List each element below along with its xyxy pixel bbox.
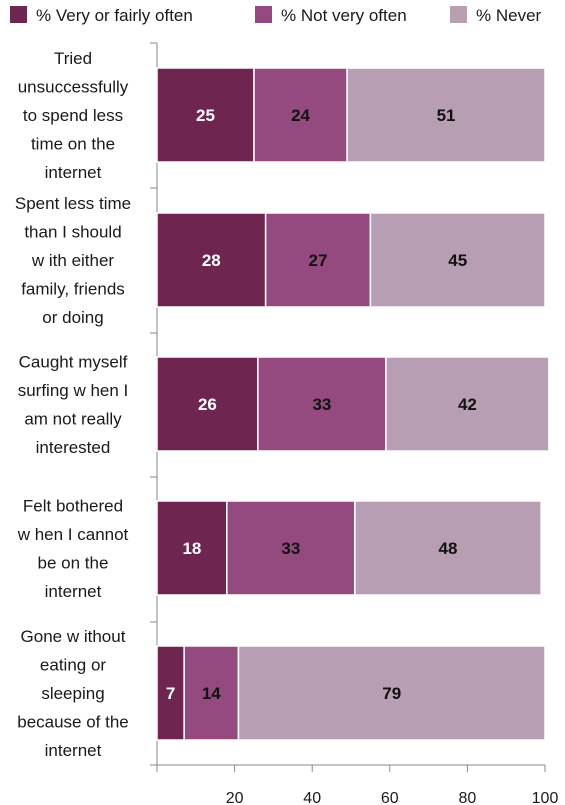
category-label-line: Gone w ithout (21, 627, 126, 646)
category-label: Gone w ithout eating or sleeping because of… (17, 627, 129, 760)
category-label-line: or doing (42, 308, 103, 327)
data-label: 45 (448, 251, 467, 270)
x-tick-label: 20 (226, 790, 244, 805)
legend-label: % Never (476, 6, 542, 25)
category-label-line: to spend less (23, 106, 123, 125)
legend: % Very or fairly often % Not very often % … (10, 6, 542, 25)
category-label: Spent less time than I should w ith either… (15, 194, 131, 327)
bar-segment (253, 67, 348, 163)
data-label: 27 (309, 251, 328, 270)
category-label-line: interested (36, 438, 111, 457)
category-labels: Tried unsuccessfully to spend less time on … (15, 49, 131, 760)
data-label: 79 (382, 684, 401, 703)
data-label: 18 (182, 539, 201, 558)
bar-segment (183, 645, 240, 741)
data-label: 24 (291, 106, 310, 125)
data-label: 26 (198, 395, 217, 414)
category-label-line: w hen I cannot (17, 525, 129, 544)
category-label-line: be on the (38, 553, 109, 572)
data-label: 33 (281, 539, 300, 558)
category-label: Tried unsuccessfully to spend less time on … (18, 49, 129, 182)
x-tick-label: 80 (459, 790, 477, 805)
bars: 25 24 51 28 27 45 26 33 42 18 33 48 7 14 79 (156, 67, 550, 741)
bar-segment (354, 500, 542, 596)
category-label: Felt bothered w hen I cannot be on the inte… (17, 496, 129, 601)
category-label-line: internet (45, 741, 102, 760)
legend-swatch (255, 6, 272, 23)
data-label: 51 (437, 106, 456, 125)
bar-segment (237, 645, 546, 741)
data-label: 25 (196, 106, 215, 125)
bar-segment (156, 356, 259, 452)
x-tick-label: 40 (303, 790, 321, 805)
bar-segment (264, 212, 372, 308)
bar-segment (385, 356, 550, 452)
data-label: 33 (312, 395, 331, 414)
legend-swatch (10, 6, 27, 23)
legend-label: % Not very often (281, 6, 407, 25)
category-label-line: unsuccessfully (18, 78, 129, 97)
category-label-line: Tried (54, 49, 92, 68)
category-label-line: Spent less time (15, 194, 131, 213)
data-label: 7 (166, 684, 175, 703)
category-label: Caught myself surfing w hen I am not reall… (18, 352, 129, 457)
category-label-line: internet (45, 163, 102, 182)
x-tick-label: 60 (381, 790, 399, 805)
axes: 20 40 60 80 100 (150, 42, 559, 805)
category-label-line: Caught myself (19, 352, 128, 371)
bar-segment (369, 212, 546, 308)
category-label-line: surfing w hen I (18, 381, 129, 400)
data-label: 48 (439, 539, 458, 558)
category-label-line: eating or (40, 656, 106, 675)
category-label-line: Felt bothered (23, 496, 123, 515)
category-label-line: time on the (31, 135, 115, 154)
legend-swatch (450, 6, 467, 23)
category-label-line: sleeping (41, 684, 104, 703)
x-tick-label: 100 (532, 790, 559, 805)
category-label-line: internet (45, 582, 102, 601)
category-label-line: because of the (17, 713, 129, 732)
category-label-line: am not really (24, 409, 122, 428)
category-label-line: w ith either (31, 251, 115, 270)
data-label: 42 (458, 395, 477, 414)
bar-segment (156, 67, 255, 163)
data-label: 28 (202, 251, 221, 270)
category-label-line: family, friends (21, 280, 125, 299)
legend-label: % Very or fairly often (36, 6, 193, 25)
bar-segment (346, 67, 546, 163)
bar-segment (226, 500, 356, 596)
data-label: 14 (202, 684, 221, 703)
category-label-line: than I should (24, 223, 121, 242)
